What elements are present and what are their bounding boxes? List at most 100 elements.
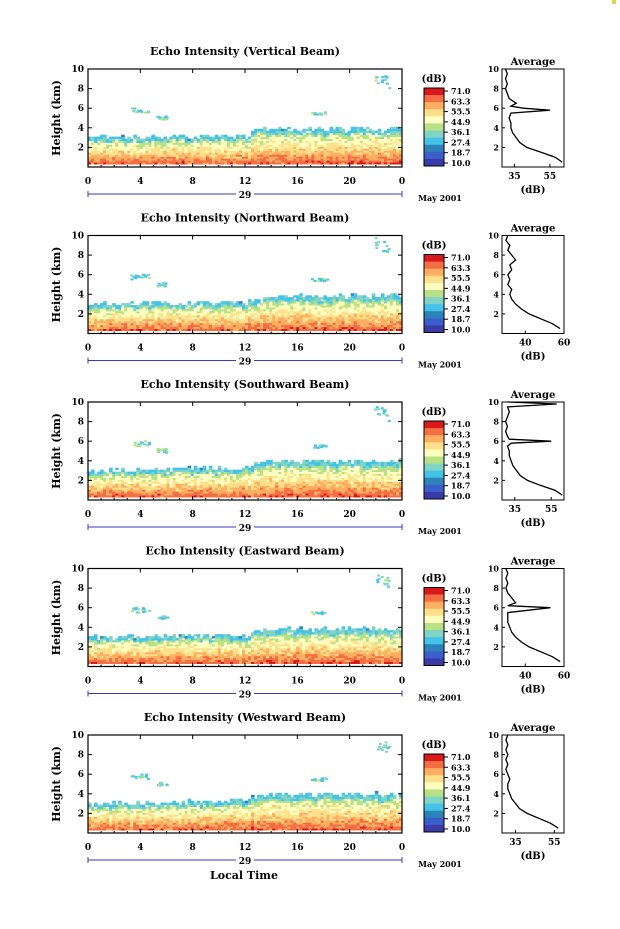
heatmap-cell	[142, 493, 146, 496]
heatmap-cell	[290, 136, 294, 139]
heatmap-cell	[235, 491, 240, 494]
heatmap-cell	[350, 320, 355, 324]
heatmap-cell	[263, 142, 267, 145]
heatmap-cell	[248, 487, 252, 490]
heatmap-cell	[178, 305, 183, 308]
heatmap-cell	[139, 314, 143, 318]
heatmap-cell	[124, 146, 128, 149]
heatmap-cell	[103, 318, 107, 322]
echo-patch-cell	[381, 79, 385, 82]
heatmap-cell	[269, 312, 273, 316]
heatmap-cell	[145, 473, 149, 476]
heatmap-cell	[272, 311, 276, 314]
heatmap-cell	[323, 491, 328, 494]
heatmap-cell	[305, 305, 309, 308]
heatmap-cell	[362, 148, 367, 151]
heatmap-cell	[103, 485, 107, 488]
heatmap-cell	[356, 303, 361, 306]
heatmap-cell	[302, 162, 306, 165]
heatmap-cell	[335, 493, 340, 496]
heatmap-cell	[148, 150, 152, 153]
heatmap-cell	[254, 320, 258, 324]
heatmap-cell	[326, 138, 331, 141]
heatmap-cell	[127, 312, 131, 316]
heatmap-cell	[266, 477, 270, 480]
heatmap-cell	[257, 483, 261, 486]
heatmap-cell	[124, 487, 128, 490]
heatmap-cell	[290, 303, 294, 306]
heatmap-cell	[329, 328, 334, 331]
heatmap-cell	[220, 142, 225, 145]
heatmap-cell	[341, 463, 346, 467]
heatmap-cell	[308, 128, 312, 132]
heatmap-cell	[202, 148, 207, 151]
heatmap-cell	[260, 140, 264, 143]
heatmap-cell	[181, 471, 186, 474]
heatmap-cell	[97, 312, 101, 316]
heatmap-cell	[383, 305, 388, 308]
heatmap-cell	[88, 309, 92, 312]
heatmap-cell	[263, 326, 267, 329]
heatmap-cell	[329, 156, 334, 159]
heatmap-cell	[163, 477, 168, 480]
heatmap-cell	[326, 297, 331, 300]
heatmap-cell	[335, 158, 340, 161]
heatmap-cell	[175, 467, 180, 471]
heatmap-cell	[329, 154, 334, 157]
heatmap-cell	[365, 126, 370, 130]
heatmap-cell	[296, 297, 300, 300]
heatmap-cell	[172, 485, 177, 488]
heatmap-cell	[245, 316, 249, 320]
heatmap-cell	[232, 156, 237, 159]
heatmap-cell	[100, 483, 104, 486]
heatmap-cell	[290, 301, 294, 304]
heatmap-cell	[380, 312, 385, 316]
heatmap-cell	[157, 154, 161, 157]
heatmap-cell	[396, 162, 400, 165]
heatmap-cell	[392, 156, 397, 159]
heatmap-cell	[293, 138, 297, 141]
heatmap-cell	[281, 299, 285, 302]
heatmap-cell	[389, 324, 394, 328]
heatmap-cell	[293, 156, 297, 159]
heatmap-cell	[88, 475, 92, 478]
heatmap-cell	[91, 479, 95, 482]
heatmap-cell	[338, 148, 343, 151]
heatmap-cell	[299, 307, 303, 310]
heatmap-cell	[254, 469, 258, 472]
heatmap-cell	[257, 128, 261, 132]
heatmap-cell	[166, 481, 171, 484]
heatmap-cell	[166, 154, 171, 157]
heatmap-cell	[335, 477, 340, 480]
heatmap-cell	[302, 311, 306, 314]
heatmap-cell	[338, 483, 343, 486]
heatmap-cell	[269, 491, 273, 494]
heatmap-cell	[187, 479, 192, 482]
heatmap-cell	[172, 309, 177, 312]
heatmap-cell	[296, 130, 300, 134]
heatmap-cell	[260, 144, 264, 147]
heatmap-cell	[181, 324, 186, 328]
heatmap-cell	[142, 477, 146, 480]
heatmap-cell	[254, 477, 258, 480]
echo-patch-cell	[374, 241, 378, 244]
heatmap-cell	[290, 305, 294, 308]
heatmap-cell	[226, 142, 231, 145]
heatmap-cell	[124, 303, 128, 306]
heatmap-cell	[368, 320, 373, 324]
heatmap-cell	[293, 158, 297, 161]
heatmap-cell	[211, 309, 216, 312]
heatmap-cell	[245, 314, 249, 318]
heatmap-cell	[181, 489, 186, 492]
heatmap-cell	[163, 485, 168, 488]
heatmap-cell	[166, 312, 171, 316]
heatmap-cell	[169, 491, 174, 494]
heatmap-cell	[326, 318, 331, 322]
heatmap-cell	[148, 311, 152, 314]
heatmap-cell	[287, 483, 291, 486]
heatmap-cell	[251, 479, 255, 482]
heatmap-cell	[97, 316, 101, 320]
heatmap-cell	[133, 311, 137, 314]
heatmap-cell	[175, 140, 180, 143]
heatmap-cell	[392, 126, 397, 130]
